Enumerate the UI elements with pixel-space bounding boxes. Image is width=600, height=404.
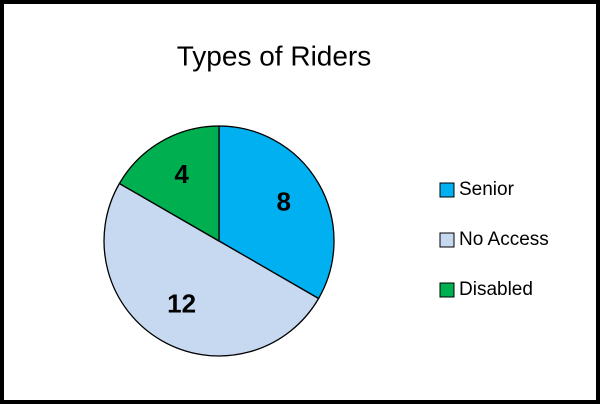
legend-swatch xyxy=(439,282,455,298)
legend-label: Senior xyxy=(459,179,515,200)
pie-slice xyxy=(218,125,335,300)
legend-swatch xyxy=(439,182,455,198)
chart-title: Types of Riders xyxy=(177,40,372,71)
data-label: 8 xyxy=(277,187,291,217)
legend-swatch xyxy=(439,232,455,248)
pie-slice xyxy=(103,182,320,357)
data-label: 4 xyxy=(174,159,189,189)
legend-label: No Access xyxy=(459,229,549,250)
legend-label: Disabled xyxy=(459,279,533,300)
data-label: 12 xyxy=(167,289,196,319)
pie-slice xyxy=(118,125,220,243)
